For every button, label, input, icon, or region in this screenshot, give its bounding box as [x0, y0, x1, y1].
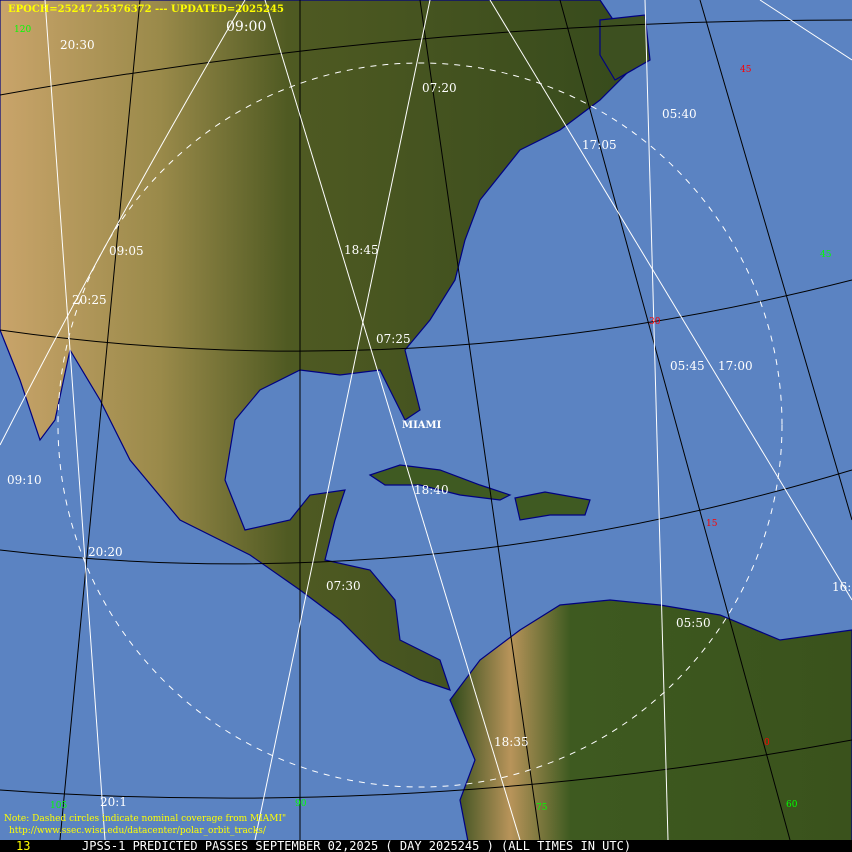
pass-time: 09:10	[7, 473, 42, 487]
pass-time: 18:40	[414, 483, 449, 497]
pass-time: 20:25	[72, 293, 107, 307]
epoch-header: EPOCH=25247.25376372 --- UPDATED=2025245	[8, 4, 284, 15]
pass-time: 17:05	[582, 138, 617, 152]
newfoundland-land	[599, 14, 651, 81]
track-18	[264, 0, 521, 841]
frame-number: 13	[16, 839, 31, 852]
pass-time: 07:25	[376, 332, 411, 346]
pass-time: 18:35	[494, 735, 529, 749]
lon-label: 75	[536, 803, 548, 813]
track-07	[254, 0, 431, 841]
lon-label: 45	[820, 250, 832, 260]
pass-time: 18:45	[344, 243, 379, 257]
track-05	[644, 0, 669, 841]
lon-label: 90	[295, 799, 307, 809]
pass-time: 09:05	[109, 244, 144, 258]
source-url[interactable]: http://www.ssec.wisc.edu/datacenter/pola…	[9, 826, 266, 836]
pass-time: 20:1	[100, 795, 127, 809]
coverage-circle	[57, 62, 783, 788]
pass-time: 17:00	[718, 359, 753, 373]
lat-label: 0	[764, 738, 770, 748]
station-label: MIAMI	[402, 420, 442, 431]
track-09	[0, 0, 246, 446]
track-17	[489, 0, 852, 601]
lat-label: 30	[649, 317, 661, 327]
pass-time: 05:45	[670, 359, 705, 373]
cuba-land	[368, 464, 512, 501]
pass-time: 07:20	[422, 81, 457, 95]
map-title: JPSS-1 PREDICTED PASSES SEPTEMBER_02,202…	[82, 839, 632, 852]
track-20	[44, 0, 106, 841]
north-america-land	[0, 0, 641, 691]
hispaniola-land	[514, 491, 591, 521]
lon-label: 120	[14, 25, 32, 35]
coverage-note: Note: Dashed circles indicate nominal co…	[4, 814, 287, 824]
lon-label: 105	[50, 801, 68, 811]
pass-time: 05:50	[676, 616, 711, 630]
track-16	[759, 0, 852, 61]
pass-time: 20:30	[60, 38, 95, 52]
lon-label: 60	[786, 800, 798, 810]
lat-label: 15	[706, 519, 718, 529]
footer-bar: 13 JPSS-1 PREDICTED PASSES SEPTEMBER_02,…	[0, 840, 852, 852]
pass-time: 07:30	[326, 579, 361, 593]
south-america-land	[449, 599, 852, 852]
lat-label: 45	[740, 65, 752, 75]
pass-time: 05:40	[662, 107, 697, 121]
pass-time: 16:5	[832, 580, 852, 594]
pass-time: 09:00	[226, 19, 267, 35]
pass-time: 20:20	[88, 545, 123, 559]
